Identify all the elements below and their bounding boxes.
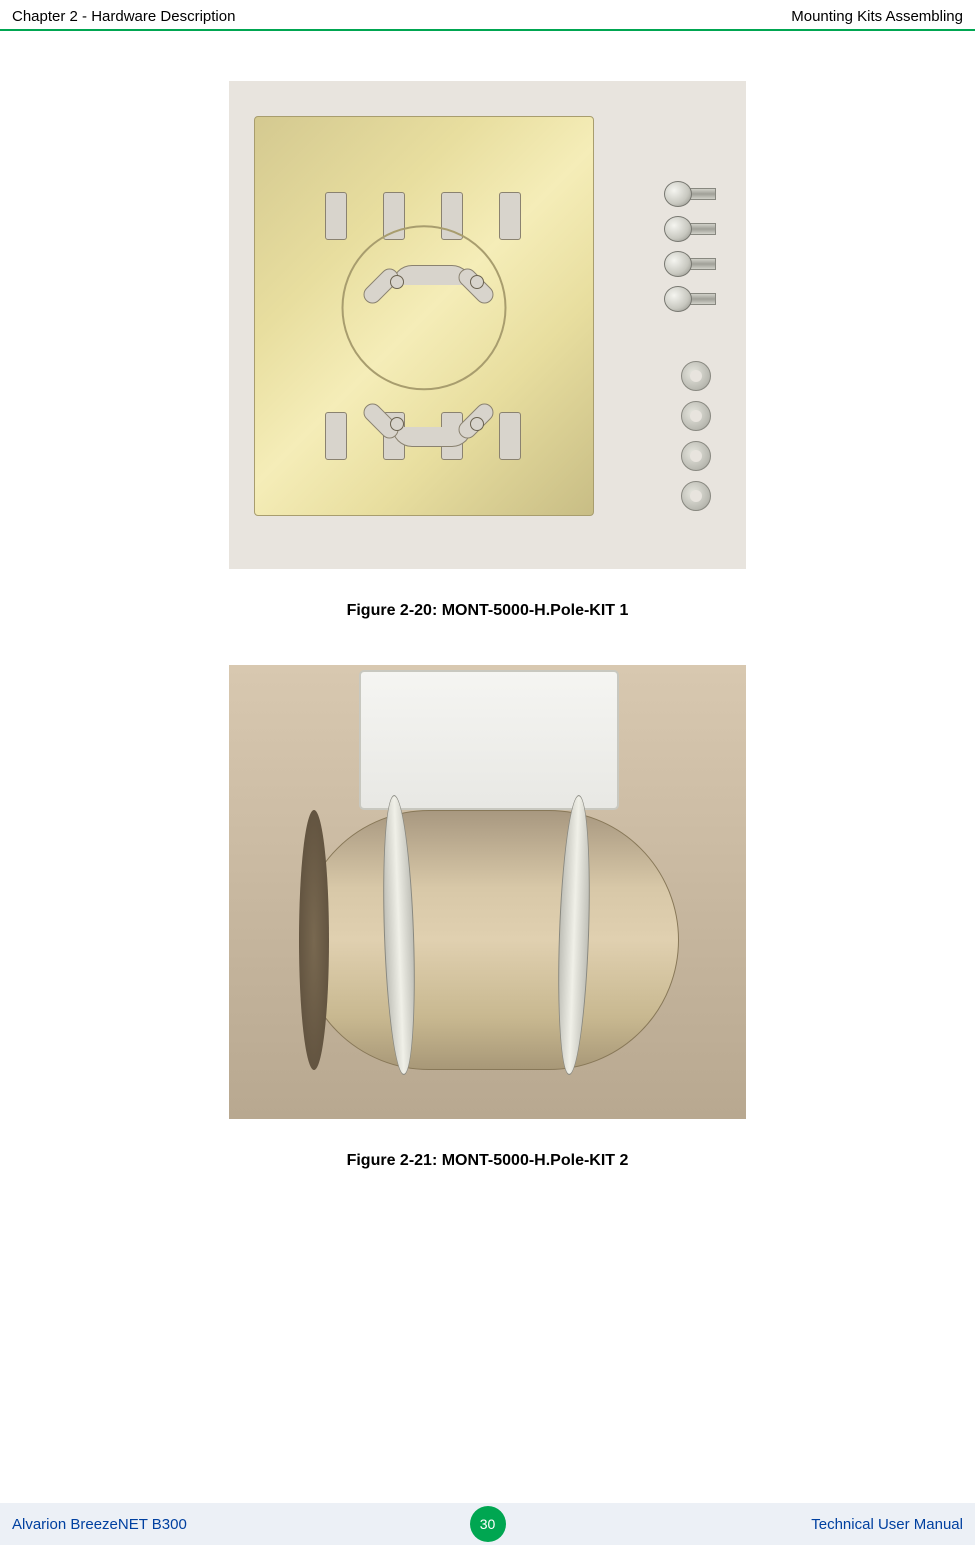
- bracket-center-circle: [342, 225, 507, 390]
- bracket-slot: [325, 412, 347, 460]
- page-number-badge: 30: [470, 1506, 506, 1542]
- figure-block-2: Figure 2-21: MONT-5000-H.Pole-KIT 2: [0, 665, 975, 1170]
- page-footer: Alvarion BreezeNET B300 30 Technical Use…: [0, 1503, 975, 1545]
- figure-block-1: Figure 2-20: MONT-5000-H.Pole-KIT 1: [0, 81, 975, 620]
- figure-caption-2: Figure 2-21: MONT-5000-H.Pole-KIT 2: [0, 1152, 975, 1170]
- header-section: Mounting Kits Assembling: [791, 8, 963, 25]
- bracket-hole: [470, 417, 484, 431]
- nut: [681, 401, 711, 431]
- figure-image-2: [229, 665, 746, 1119]
- pole-end: [299, 810, 329, 1070]
- figure-caption-1: Figure 2-20: MONT-5000-H.Pole-KIT 1: [0, 602, 975, 620]
- bolt: [664, 251, 716, 277]
- nut: [681, 441, 711, 471]
- bracket-hole: [470, 275, 484, 289]
- device-enclosure: [359, 670, 619, 810]
- footer-product: Alvarion BreezeNET B300: [12, 1516, 187, 1533]
- bolt: [664, 181, 716, 207]
- mounting-bracket: [254, 116, 594, 516]
- bracket-slot: [325, 192, 347, 240]
- nut: [681, 481, 711, 511]
- bracket-slot: [499, 412, 521, 460]
- page-header: Chapter 2 - Hardware Description Mountin…: [0, 0, 975, 29]
- bolt: [664, 216, 716, 242]
- figure-image-1: [229, 81, 746, 569]
- bracket-hole: [390, 275, 404, 289]
- bracket-hole: [390, 417, 404, 431]
- header-chapter: Chapter 2 - Hardware Description: [12, 8, 235, 25]
- nut: [681, 361, 711, 391]
- bracket-slot: [499, 192, 521, 240]
- mounting-pole: [299, 810, 679, 1070]
- bolt: [664, 286, 716, 312]
- page-content: Figure 2-20: MONT-5000-H.Pole-KIT 1 Figu…: [0, 31, 975, 1170]
- footer-manual-title: Technical User Manual: [811, 1516, 963, 1533]
